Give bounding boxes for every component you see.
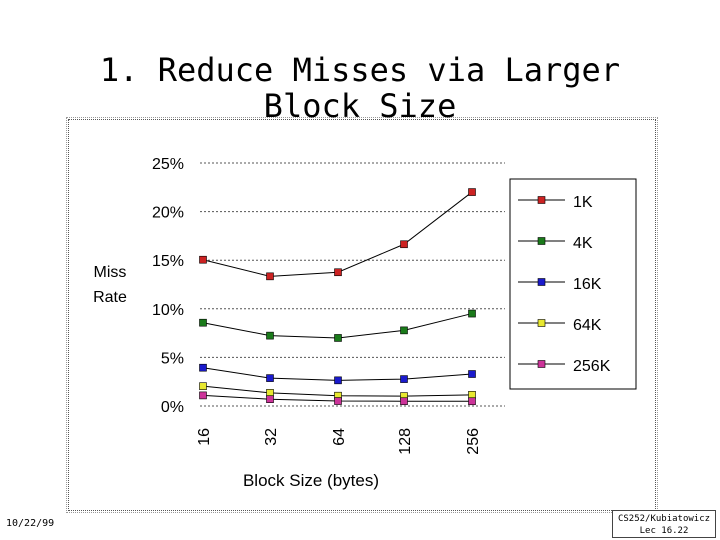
x-tick-label: 256 [465,428,482,455]
legend-label-256K: 256K [573,358,611,375]
legend-label-16K: 16K [573,276,602,293]
legend-marker-64K [537,319,546,327]
x-axis-label: Block Size (bytes) [243,471,379,490]
footer-lecture: Lec 16.22 [639,526,689,536]
data-point-256K [334,397,342,405]
y-tick-label: 5% [161,350,184,367]
data-point-256K [468,397,476,406]
data-point-64K [468,391,476,399]
data-point-1K [266,272,274,281]
footer-course-box: CS252/Kubiatowicz Lec 16.22 [612,510,716,538]
data-point-16K [468,370,476,378]
data-point-4K [334,334,342,342]
y-tick-label: 10% [152,302,184,319]
legend-box [509,178,637,390]
x-tick-label: 32 [263,428,280,446]
legend-marker-4K [537,237,546,245]
legend-marker-1K [537,196,546,204]
x-tick-label: 128 [397,428,414,455]
data-point-64K [199,382,207,390]
legend-label-64K: 64K [573,317,602,334]
data-point-1K [334,268,342,277]
y-axis-label-line1: Miss [94,264,127,281]
data-point-16K [266,374,274,382]
legend-label-4K: 4K [573,235,593,252]
data-point-256K [199,391,207,400]
slide-title-line2: Block Size [263,87,457,125]
data-point-4K [266,331,274,340]
data-point-16K [334,376,342,385]
data-point-4K [468,309,476,318]
data-point-1K [468,188,476,196]
y-tick-label: 20% [152,205,184,222]
data-point-16K [199,363,207,372]
footer-course: CS252/Kubiatowicz [617,514,711,524]
data-point-1K [199,255,207,264]
data-point-4K [400,326,408,335]
legend-marker-256K [537,360,546,368]
data-point-4K [199,318,207,327]
data-point-16K [400,375,408,383]
slide-title: 1. Reduce Misses via Larger Block Size [0,52,720,124]
data-point-256K [400,397,408,406]
footer-date: 10/22/99 [6,518,55,529]
chart-frame [66,117,658,513]
legend-marker-16K [537,278,546,286]
data-point-256K [266,395,274,403]
y-tick-label: 15% [152,253,184,270]
legend-label-1K: 1K [573,194,593,211]
x-tick-label: 64 [331,428,348,446]
x-tick-label: 16 [196,428,213,446]
series-line-1K [202,191,473,277]
slide-title-line1: 1. Reduce Misses via Larger [99,51,621,89]
y-tick-label: 25% [152,156,184,173]
y-axis-label-line2: Rate [93,289,127,306]
y-tick-label: 0% [161,399,184,416]
data-point-64K [266,389,274,397]
data-point-1K [400,240,408,249]
